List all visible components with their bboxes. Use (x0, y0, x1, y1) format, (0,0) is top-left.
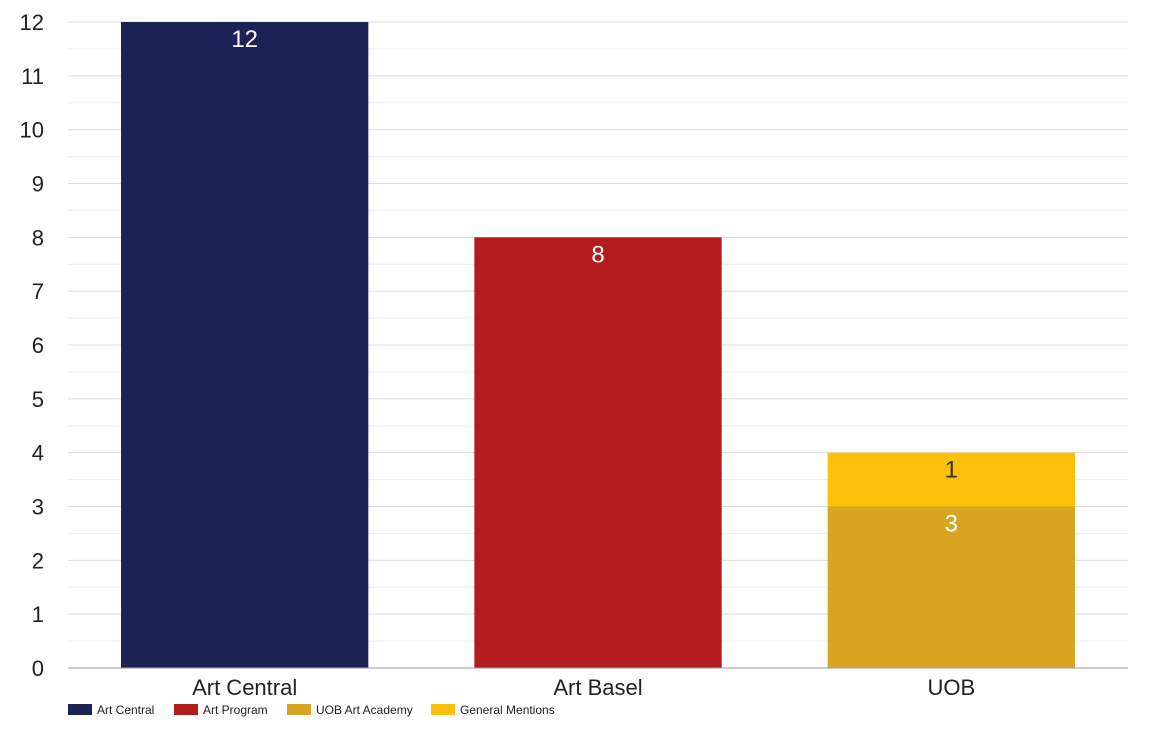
x-category-label: Art Basel (553, 675, 642, 700)
legend-swatch (174, 704, 198, 715)
y-tick-label: 0 (32, 656, 44, 681)
x-axis-category-labels: Art Central Art Basel UOB (192, 675, 975, 700)
legend-swatch (287, 704, 311, 715)
y-tick-label: 4 (32, 441, 44, 466)
y-tick-label: 7 (32, 279, 44, 304)
y-tick-label: 11 (21, 64, 44, 89)
y-tick-label: 10 (20, 118, 44, 143)
legend-swatch (431, 704, 455, 715)
legend-swatch (68, 704, 92, 715)
y-tick-label: 5 (32, 387, 44, 412)
legend-label: Art Central (97, 703, 154, 717)
legend-label: General Mentions (460, 703, 555, 717)
data-label: 12 (231, 26, 258, 53)
bar-segment (827, 506, 1075, 668)
y-tick-label: 12 (20, 10, 44, 35)
x-category-label: Art Central (192, 675, 297, 700)
bar-segment (474, 237, 722, 669)
bars (121, 22, 1075, 669)
data-label: 8 (591, 241, 604, 268)
legend: Art Central Art Program UOB Art Academy Gen… (68, 703, 555, 717)
data-labels: 12 8 3 1 (231, 26, 958, 538)
x-category-label: UOB (927, 675, 975, 700)
y-tick-label: 1 (32, 602, 44, 627)
bar-segment (121, 22, 369, 668)
y-tick-label: 2 (32, 548, 44, 573)
y-tick-label: 8 (32, 225, 44, 250)
legend-label: Art Program (203, 703, 268, 717)
legend-label: UOB Art Academy (316, 703, 413, 717)
y-tick-label: 6 (32, 333, 44, 358)
y-tick-label: 9 (32, 172, 44, 197)
bar-segment (827, 452, 1075, 507)
data-label: 1 (945, 457, 958, 484)
data-label: 3 (945, 511, 958, 538)
y-tick-label: 3 (32, 495, 44, 520)
